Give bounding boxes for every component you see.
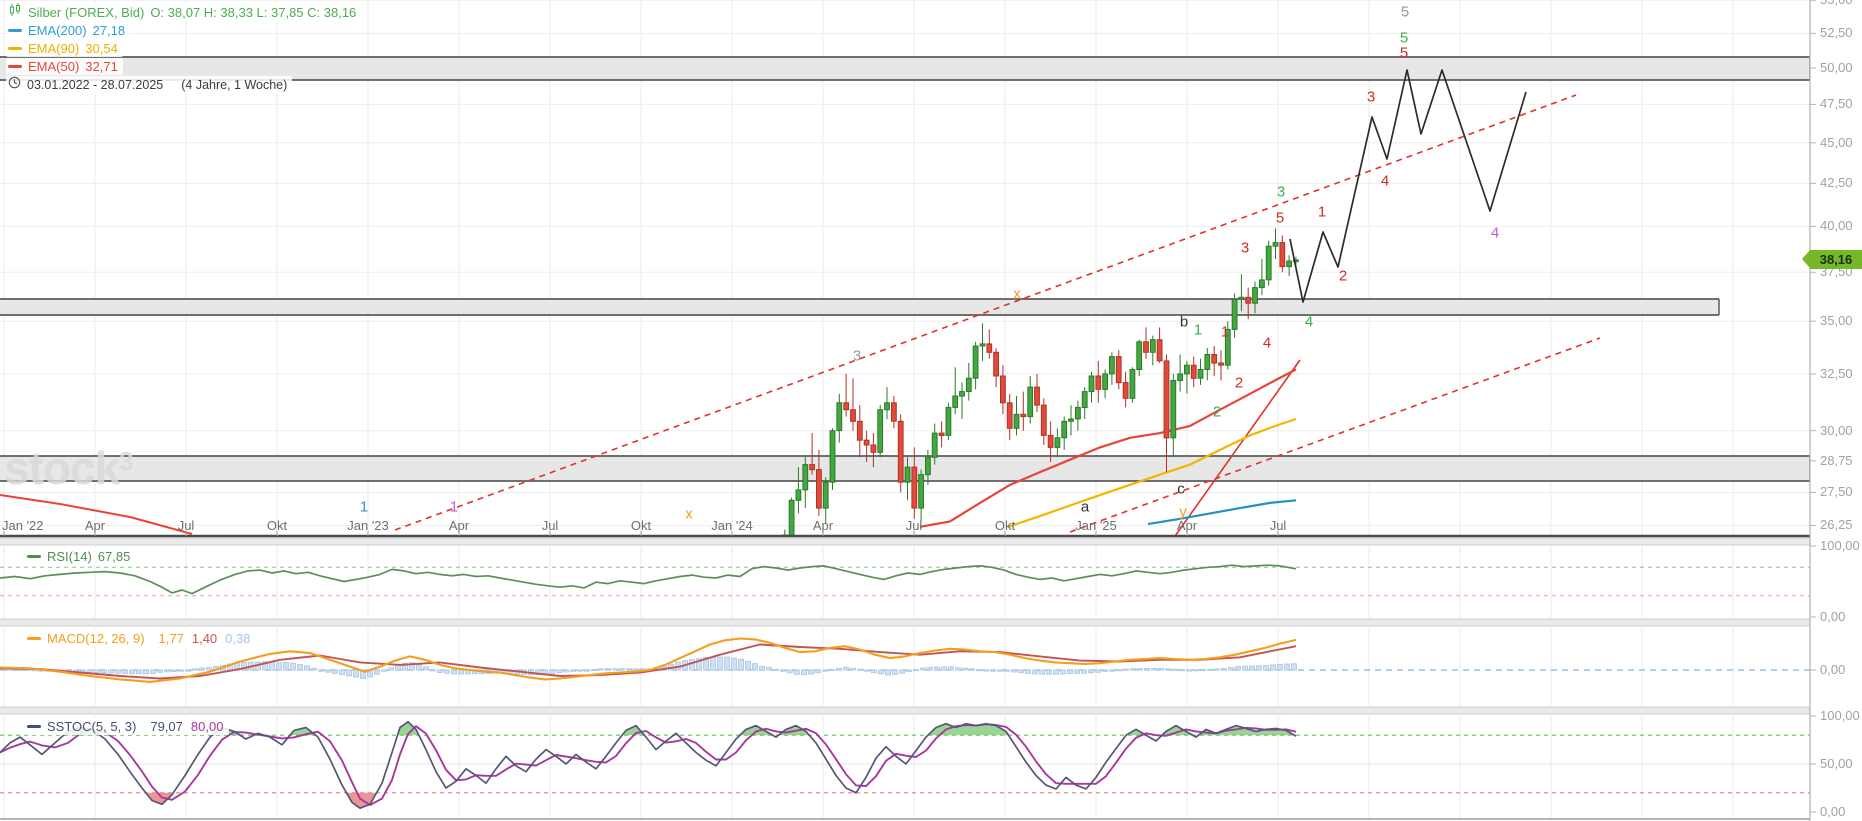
rsi-legend[interactable]: RSI(14) 67,85 (24, 548, 137, 565)
macd-legend[interactable]: MACD(12, 26, 9) 1,77 1,40 0,38 (24, 630, 257, 647)
clock-icon (8, 76, 21, 94)
candlestick-icon (8, 3, 22, 21)
watermark-text: stock (4, 442, 120, 494)
ema50-label: EMA(50) (28, 59, 80, 74)
ema90-dash-icon (8, 47, 22, 50)
legend-ema50-row[interactable]: EMA(50) 32,71 (6, 58, 123, 75)
macd-value: 1,77 (158, 631, 184, 646)
ema50-value: 32,71 (85, 59, 118, 74)
sstoc-d-value: 80,00 (190, 719, 224, 734)
macd-dash-icon (27, 637, 41, 640)
macd-label: MACD(12, 26, 9) (47, 631, 145, 646)
main-legend: Silber (FOREX, Bid) O: 38,07 H: 38,33 L:… (6, 3, 362, 95)
ema200-label: EMA(200) (28, 23, 87, 38)
symbol-label: Silber (FOREX, Bid) (28, 4, 145, 20)
date-range-label: 03.01.2022 - 28.07.2025 (27, 77, 164, 92)
ohlc-values: O: 38,07 H: 38,33 L: 37,85 C: 38,16 (150, 4, 357, 20)
period-label: (4 Jahre, 1 Woche) (181, 77, 288, 92)
watermark-sup: 3 (119, 446, 134, 476)
macd-hist-value: 0,38 (225, 631, 251, 646)
watermark: stock3 (4, 441, 134, 495)
rsi-label: RSI(14) (47, 549, 92, 564)
rsi-dash-icon (27, 555, 41, 558)
last-price-marker: 38,16 (1802, 250, 1862, 270)
ema50-dash-icon (8, 65, 22, 68)
legend-ema90-row[interactable]: EMA(90) 30,54 (6, 40, 123, 57)
ema200-value: 27,18 (92, 23, 126, 38)
sstoc-k-value: 79,07 (150, 719, 183, 734)
rsi-value: 67,85 (97, 549, 131, 564)
sstoc-label: SSTOC(5, 5, 3) (47, 719, 137, 734)
legend-symbol-row[interactable]: Silber (FOREX, Bid) O: 38,07 H: 38,33 L:… (6, 3, 362, 21)
ema90-value: 30,54 (85, 41, 118, 56)
macd-signal-value: 1,40 (191, 631, 218, 646)
ema200-dash-icon (8, 29, 22, 32)
sstoc-dash-icon (27, 725, 41, 728)
sstoc-legend[interactable]: SSTOC(5, 5, 3) 79,07 80,00 (24, 718, 230, 735)
last-price-label: 38,16 (1819, 252, 1853, 268)
date-range-chip[interactable]: 03.01.2022 - 28.07.2025 (4 Jahre, 1 Woch… (6, 76, 293, 94)
legend-ema200-row[interactable]: EMA(200) 27,18 (6, 22, 131, 39)
ema90-label: EMA(90) (28, 41, 80, 56)
